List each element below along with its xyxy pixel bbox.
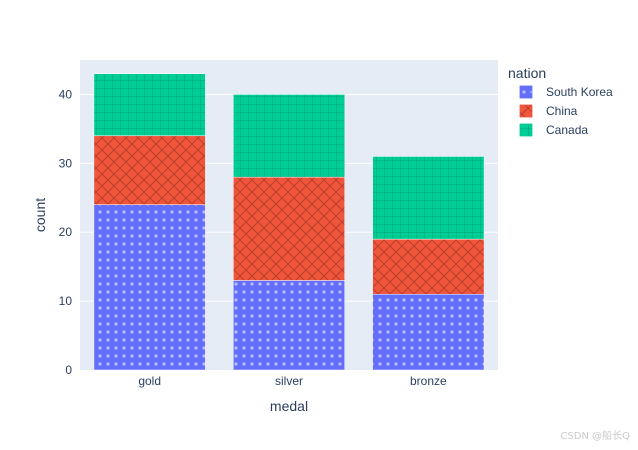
bar-gold-south-korea[interactable] bbox=[93, 204, 206, 371]
x-tick-label: silver bbox=[275, 374, 303, 388]
y-tick-label: 20 bbox=[59, 225, 73, 239]
x-tick-label: gold bbox=[138, 374, 161, 388]
x-tick-label: bronze bbox=[410, 374, 447, 388]
legend-label: China bbox=[546, 104, 578, 118]
bar-gold-china[interactable] bbox=[93, 135, 206, 205]
x-tick-labels: gold silver bronze bbox=[138, 374, 447, 388]
legend-item-south-korea[interactable]: South Korea bbox=[519, 85, 613, 99]
y-tick-labels: 0 10 20 30 40 bbox=[59, 87, 73, 377]
legend-swatch bbox=[519, 104, 533, 118]
legend-item-china[interactable]: China bbox=[519, 104, 578, 118]
y-tick-label: 10 bbox=[59, 294, 73, 308]
bar-silver-south-korea[interactable] bbox=[233, 280, 345, 371]
bar-bronze-canada[interactable] bbox=[372, 156, 485, 240]
legend-swatch bbox=[519, 123, 533, 137]
bar-bronze-china[interactable] bbox=[372, 238, 485, 295]
y-tick-label: 40 bbox=[59, 87, 73, 101]
bar-stack-group bbox=[93, 73, 485, 371]
bar-silver-china[interactable] bbox=[233, 176, 345, 281]
bar-silver-canada[interactable] bbox=[233, 94, 345, 178]
legend-item-canada[interactable]: Canada bbox=[519, 123, 588, 137]
y-tick-label: 30 bbox=[59, 156, 73, 170]
bar-bronze-south-korea[interactable] bbox=[372, 293, 485, 371]
bar-gold-canada[interactable] bbox=[93, 73, 206, 137]
watermark: CSDN @船长Q bbox=[560, 431, 630, 442]
legend-title: nation bbox=[508, 65, 546, 81]
legend-label: South Korea bbox=[546, 85, 613, 99]
y-tick-label: 0 bbox=[65, 363, 72, 377]
x-axis-title: medal bbox=[270, 398, 308, 414]
legend[interactable]: nation South Korea China Canada bbox=[508, 65, 613, 137]
legend-swatch bbox=[519, 85, 533, 99]
y-axis-title: count bbox=[32, 198, 48, 232]
legend-label: Canada bbox=[546, 123, 588, 137]
